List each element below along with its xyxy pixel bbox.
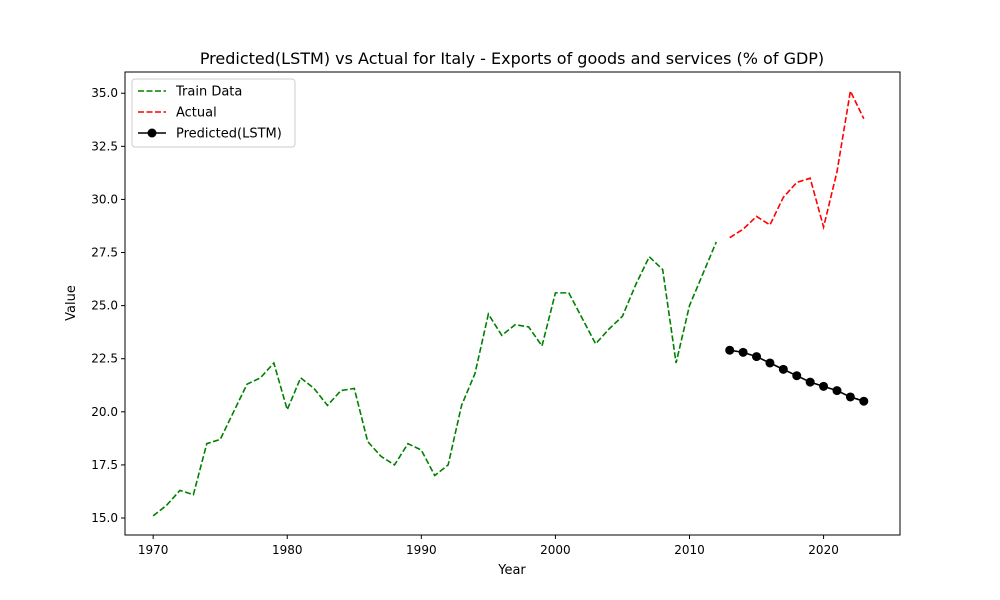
x-tick-label: 1980 <box>272 543 303 557</box>
legend-marker <box>147 128 157 138</box>
x-tick-label: 2000 <box>540 543 571 557</box>
data-point <box>845 392 855 402</box>
legend-label-1: Actual <box>176 106 217 121</box>
data-point <box>805 377 815 387</box>
plot-area <box>125 72 900 535</box>
y-tick-label: 15.0 <box>91 511 118 525</box>
x-tick-label: 1990 <box>406 543 437 557</box>
y-tick-label: 22.5 <box>91 352 118 366</box>
data-point <box>752 352 762 362</box>
data-point <box>765 358 775 368</box>
y-tick-label: 27.5 <box>91 246 118 260</box>
y-axis-label: Value <box>64 285 79 321</box>
x-tick-label: 2020 <box>808 543 839 557</box>
data-point <box>792 371 802 381</box>
data-point <box>778 364 788 374</box>
data-point <box>832 386 842 396</box>
x-axis: 1970 1980 1990 2000 2010 2020 <box>138 535 839 557</box>
data-point <box>725 345 735 355</box>
y-axis: 15.0 17.5 20.0 22.5 25.0 27.5 30.0 32.5 35.0 <box>91 86 125 525</box>
series-line-1 <box>729 88 865 239</box>
y-tick-label: 25.0 <box>91 299 118 313</box>
series-line-0 <box>152 241 718 517</box>
data-point <box>859 396 869 406</box>
y-tick-label: 17.5 <box>91 458 118 472</box>
legend-label-2: Predicted(LSTM) <box>176 127 282 142</box>
plot-frame <box>124 71 901 536</box>
y-tick-label: 35.0 <box>91 86 118 100</box>
data-point <box>738 347 748 357</box>
legend: Train Data Actual Predicted(LSTM) <box>131 78 296 148</box>
y-tick-label: 20.0 <box>91 405 118 419</box>
x-tick-label: 1970 <box>138 543 169 557</box>
y-tick-label: 30.0 <box>91 192 118 206</box>
data-point <box>819 381 829 391</box>
chart-title: Predicted(LSTM) vs Actual for Italy - Ex… <box>200 49 824 68</box>
x-axis-label: Year <box>497 563 526 578</box>
legend-box <box>131 78 296 148</box>
series-layer <box>152 88 869 517</box>
x-tick-label: 2010 <box>674 543 705 557</box>
y-tick-label: 32.5 <box>91 139 118 153</box>
legend-label-0: Train Data <box>175 85 242 100</box>
